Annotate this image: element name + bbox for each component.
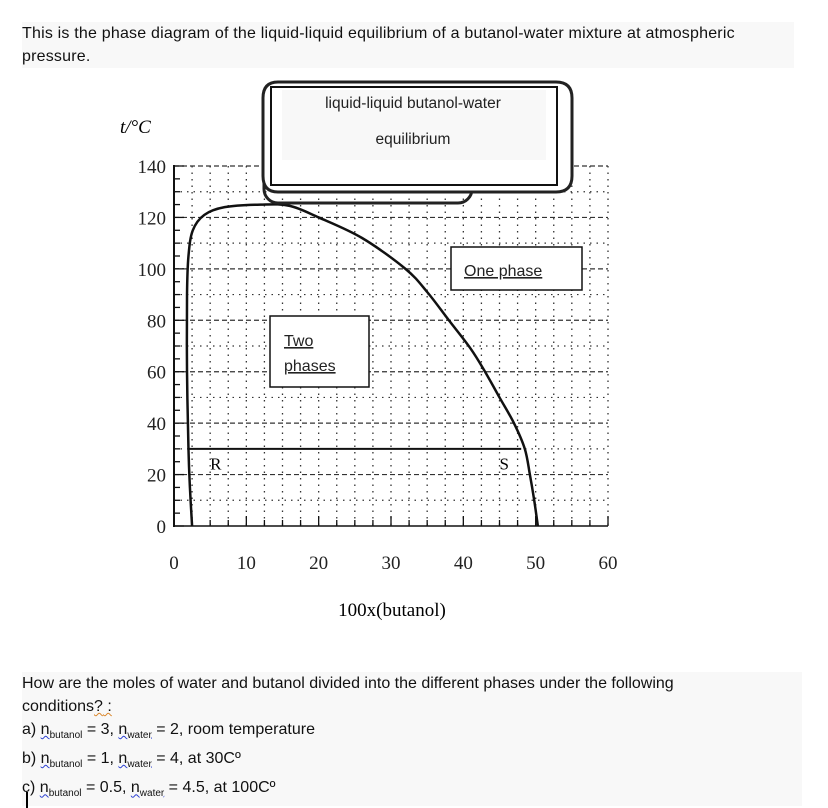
grid — [174, 165, 609, 526]
condition-a: a) nbutanol = 3, nwater = 2, room temper… — [22, 721, 315, 742]
x-tick-label: 50 — [526, 553, 545, 574]
intro-text: This is the phase diagram of the liquid-… — [22, 22, 794, 68]
condition-b: b) nbutanol = 1, nwater = 4, at 30Cº — [22, 750, 241, 771]
two-phases-label-line1: Two — [284, 333, 313, 350]
point-label-r: R — [210, 454, 222, 473]
y-tick-label: 120 — [138, 208, 167, 229]
one-phase-box — [450, 246, 583, 291]
x-axis-label: 100x(butanol) — [338, 600, 446, 621]
chart-title-line2: equilibrium — [376, 131, 451, 148]
y-tick-label: 140 — [138, 157, 167, 178]
y-tick-label: 40 — [147, 414, 166, 435]
x-tick-label: 40 — [454, 553, 473, 574]
x-tick-label: 60 — [599, 553, 618, 574]
point-label-s: S — [500, 454, 509, 473]
x-tick-label: 0 — [169, 553, 179, 574]
x-tick-label: 10 — [237, 553, 256, 574]
y-tick-label: 80 — [147, 311, 166, 332]
chart-title-line1: liquid-liquid butanol-water — [325, 95, 501, 112]
phase-diagram: 0 20 40 60 80 100 120 140 0 10 20 30 40 50 60 t/°C 100… — [120, 80, 618, 621]
y-axis-label: t/°C — [120, 117, 151, 138]
condition-c: c) nbutanol = 0.5, nwater = 4.5, at 100C… — [22, 779, 276, 800]
one-phase-label: One phase — [464, 263, 542, 280]
y-tick-label: 0 — [157, 517, 167, 538]
question-text: How are the moles of water and butanol d… — [22, 672, 802, 806]
two-phases-label-line2: phases — [284, 358, 336, 375]
two-phases-box — [269, 315, 370, 388]
y-tick-label: 100 — [138, 260, 167, 281]
x-tick-label: 30 — [382, 553, 401, 574]
text-cursor — [26, 792, 28, 808]
x-tick-label: 20 — [309, 553, 328, 574]
y-tick-label: 60 — [147, 363, 166, 384]
y-tick-label: 20 — [147, 466, 166, 487]
ticks: 0 20 40 60 80 100 120 140 0 10 20 30 40 50 60 — [138, 157, 618, 574]
coexistence-curve — [185, 203, 540, 527]
